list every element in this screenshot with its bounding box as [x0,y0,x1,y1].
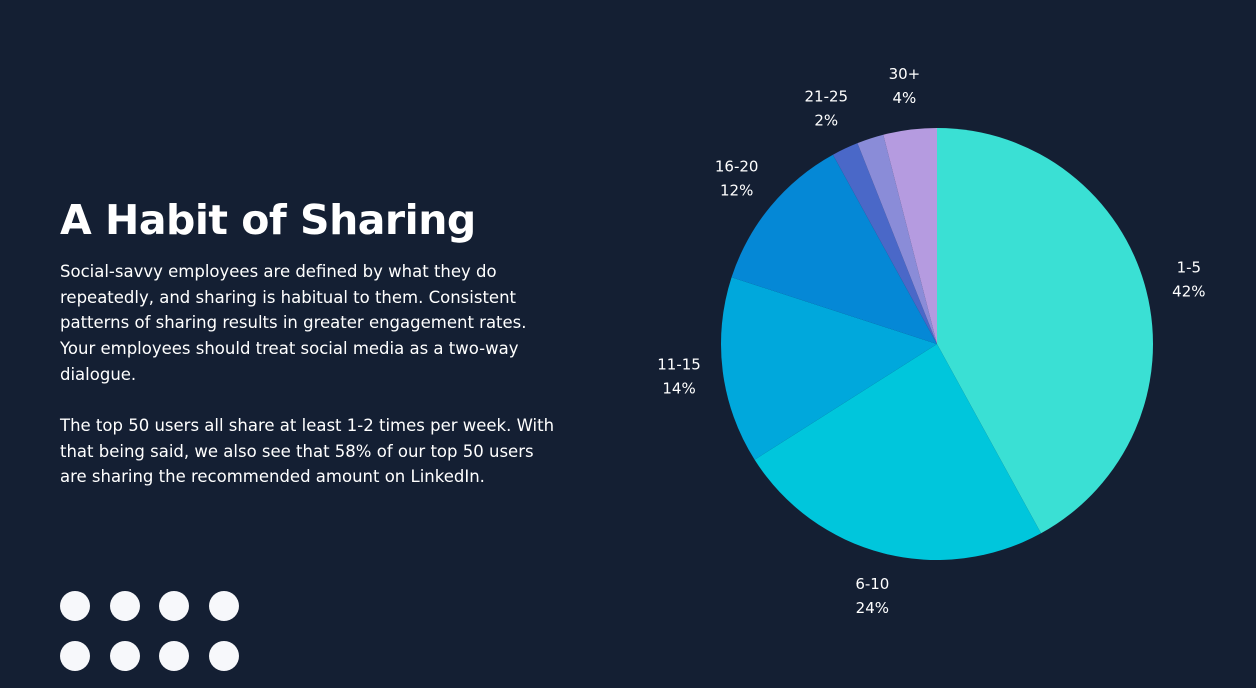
pie-category-label: 16-20 [715,157,759,175]
pie-category-label: 1-5 [1177,258,1202,276]
pie-category-label: 30+ [889,65,921,83]
pie-category-label: 11-15 [657,356,701,374]
decorative-dot-grid [60,591,240,673]
body-paragraph-2: The top 50 users all share at least 1-2 … [60,416,555,487]
decorative-dot [208,641,239,671]
pie-slice-1-5 [937,128,1154,534]
pie-value-label: 12% [720,181,753,199]
pie-slice-16-20 [731,154,937,344]
decorative-dot [109,591,140,621]
pie-slice-6-10 [754,344,1042,560]
pie-slice-30+ [883,128,937,344]
pie-slice-unlabeled-5 [857,134,937,344]
decorative-dot [60,591,90,621]
pie-value-label: 14% [662,380,695,398]
pie-value-label: 42% [1172,282,1205,300]
pie-value-label: 4% [893,89,917,107]
pie-value-label: 24% [856,599,889,617]
body-paragraph-1: Social-savvy employees are defined by wh… [60,262,527,384]
pie-value-label: 2% [814,112,838,130]
decorative-dot [208,591,239,621]
pie-category-label: 21-25 [805,88,849,106]
decorative-dot [159,641,189,671]
decorative-dot [159,591,189,621]
pie-category-label: 6-10 [855,575,889,593]
pie-slice-21-25 [832,143,937,344]
pie-slice-11-15 [721,277,937,460]
slide-title: A Habit of Sharing [60,196,476,244]
decorative-dot [109,641,140,671]
decorative-dot [60,641,90,671]
